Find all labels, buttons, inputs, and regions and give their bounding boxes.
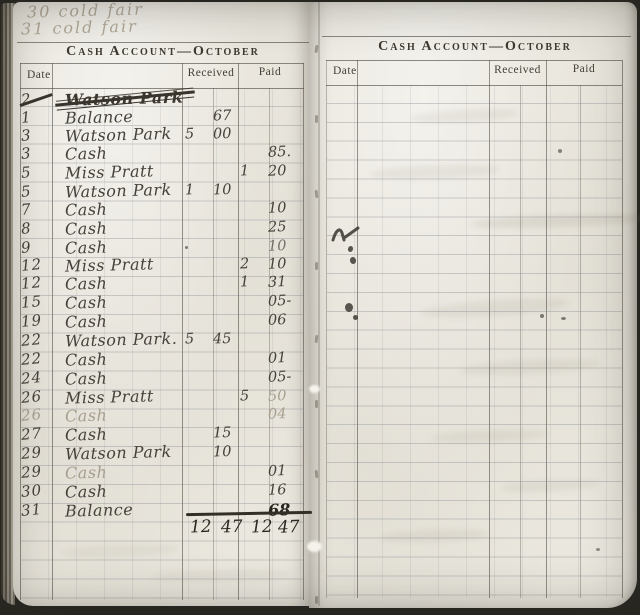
ledger-entry-row: 27 Cash 15 bbox=[18, 424, 310, 445]
ledger-entry-row: 22 Watson Park. 5 45 bbox=[18, 329, 310, 351]
total-received-cents: 47 bbox=[220, 516, 243, 538]
ledger-entry-row: 24 Cash 05- bbox=[18, 368, 310, 389]
right-page-paper bbox=[309, 2, 637, 608]
total-received-dollars: 12 bbox=[189, 516, 212, 538]
entry-paid-cents: 25 bbox=[267, 219, 287, 236]
column-header-paid: Paid bbox=[258, 66, 282, 78]
entry-paid-cents: 01 bbox=[267, 350, 287, 367]
entry-paid-dollars: 2 bbox=[239, 256, 250, 273]
entry-paid-cents: 85. bbox=[267, 143, 292, 161]
total-paid-cents: 47 bbox=[277, 516, 300, 538]
entry-received-cents: 15 bbox=[212, 424, 232, 442]
entry-received-cents: 10 bbox=[212, 443, 232, 461]
ledger-entry-row: 22 Cash 01 bbox=[18, 349, 310, 370]
entry-paid-cents: 05- bbox=[267, 292, 292, 310]
entry-paid-cents: 01 bbox=[267, 463, 287, 480]
left-page-paper bbox=[13, 2, 309, 606]
book-page-edges bbox=[1, 3, 15, 605]
ledger-entry-row: 15 Cash 05- bbox=[18, 292, 310, 313]
entry-received-cents: 10 bbox=[212, 181, 232, 199]
paper-damage-spot bbox=[307, 541, 322, 552]
total-paid-dollars: 12 bbox=[250, 516, 273, 538]
entry-paid-cents: 31 bbox=[267, 274, 287, 291]
entry-paid-dollars: 1 bbox=[239, 163, 250, 180]
entry-paid-cents: 05- bbox=[267, 368, 292, 386]
ledger-entry-row: 30 Cash 16 bbox=[18, 481, 310, 502]
ledger-entry-row: 29 Watson Park 10 bbox=[18, 442, 310, 464]
ledger-entry-row: 5 Miss Pratt 1 20 bbox=[18, 161, 310, 182]
entry-paid-cents: 10 bbox=[267, 200, 287, 217]
entry-received-cents: 45 bbox=[212, 330, 232, 348]
ledger-totals-row: 12 47 12 47 bbox=[18, 516, 310, 538]
ledger-entry-row: 29 Cash 01 bbox=[18, 462, 310, 483]
ledger-entry-row: 3 Cash 85. bbox=[18, 143, 310, 164]
ledger-entry-row: 12 Cash 1 31 bbox=[18, 273, 310, 294]
weather-note-line: 31 cold fair bbox=[20, 16, 138, 39]
column-header-date: Date bbox=[27, 69, 51, 81]
ledger-entry-row: 26 Cash 04 bbox=[18, 405, 310, 426]
entry-paid-dollars: 5 bbox=[239, 388, 250, 405]
page-title-left: Cash Account—October bbox=[66, 44, 260, 59]
column-header-received: Received bbox=[494, 64, 541, 76]
column-header-date: Date bbox=[333, 65, 357, 77]
paper-damage-spot bbox=[309, 385, 320, 393]
column-header-received: Received bbox=[187, 67, 235, 79]
page-title-right: Cash Account—October bbox=[378, 39, 572, 54]
entry-paid-dollars: 1 bbox=[239, 274, 250, 291]
entry-paid-cents: 04 bbox=[267, 406, 287, 423]
ledger-entry-row: 7 Cash 10 bbox=[18, 199, 310, 220]
binding-crease bbox=[318, 2, 320, 606]
ledger-entry-row: 8 Cash 25 bbox=[18, 218, 310, 239]
entry-paid-cents: 16 bbox=[267, 482, 287, 499]
entry-paid-cents: 06 bbox=[267, 312, 287, 329]
entry-received-cents: 67 bbox=[212, 107, 232, 125]
ledger-entry-row: 19 Cash 06 bbox=[18, 311, 310, 332]
column-header-paid: Paid bbox=[572, 63, 596, 75]
entry-received-cents: 00 bbox=[212, 125, 232, 143]
entry-paid-cents: 20 bbox=[267, 163, 287, 180]
